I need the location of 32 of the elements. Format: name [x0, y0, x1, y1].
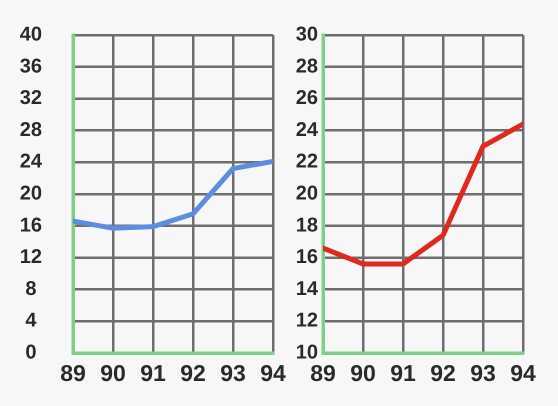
- y-tick-label: 40: [20, 24, 42, 46]
- y-tick-label: 0: [25, 342, 36, 364]
- y-tick-label: 20: [296, 182, 318, 205]
- x-tick-label: 91: [140, 360, 166, 386]
- y-tick-label: 24: [296, 118, 319, 141]
- y-tick-label: 32: [20, 87, 42, 110]
- y-tick-label: 24: [20, 150, 43, 173]
- x-tick-label: 91: [390, 360, 416, 386]
- x-tick-label: 92: [180, 360, 206, 386]
- y-tick-label: 16: [296, 246, 318, 268]
- y-tick-label: 28: [296, 55, 318, 78]
- y-tick-label: 18: [296, 214, 318, 236]
- x-tick-label: 89: [60, 360, 86, 386]
- y-tick-label: 26: [296, 87, 318, 110]
- x-tick-label: 92: [430, 360, 456, 386]
- x-tick-label: 94: [260, 360, 286, 386]
- x-tick-label: 93: [470, 360, 496, 386]
- y-tick-label: 4: [25, 310, 38, 332]
- y-tick-label: 12: [296, 310, 318, 332]
- y-tick-label: 28: [20, 118, 42, 141]
- x-tick-label: 93: [220, 360, 246, 386]
- y-tick-label: 36: [20, 55, 42, 78]
- y-tick-label: 14: [296, 278, 319, 300]
- x-tick-label: 90: [350, 360, 376, 386]
- y-tick-label: 12: [20, 246, 42, 268]
- y-tick-label: 22: [296, 150, 318, 173]
- y-tick-label: 20: [20, 182, 42, 205]
- y-tick-label: 30: [296, 24, 318, 46]
- y-tick-label: 8: [25, 278, 36, 300]
- x-tick-label: 90: [100, 360, 126, 386]
- x-tick-label: 94: [510, 360, 536, 386]
- y-tick-label: 16: [20, 214, 42, 236]
